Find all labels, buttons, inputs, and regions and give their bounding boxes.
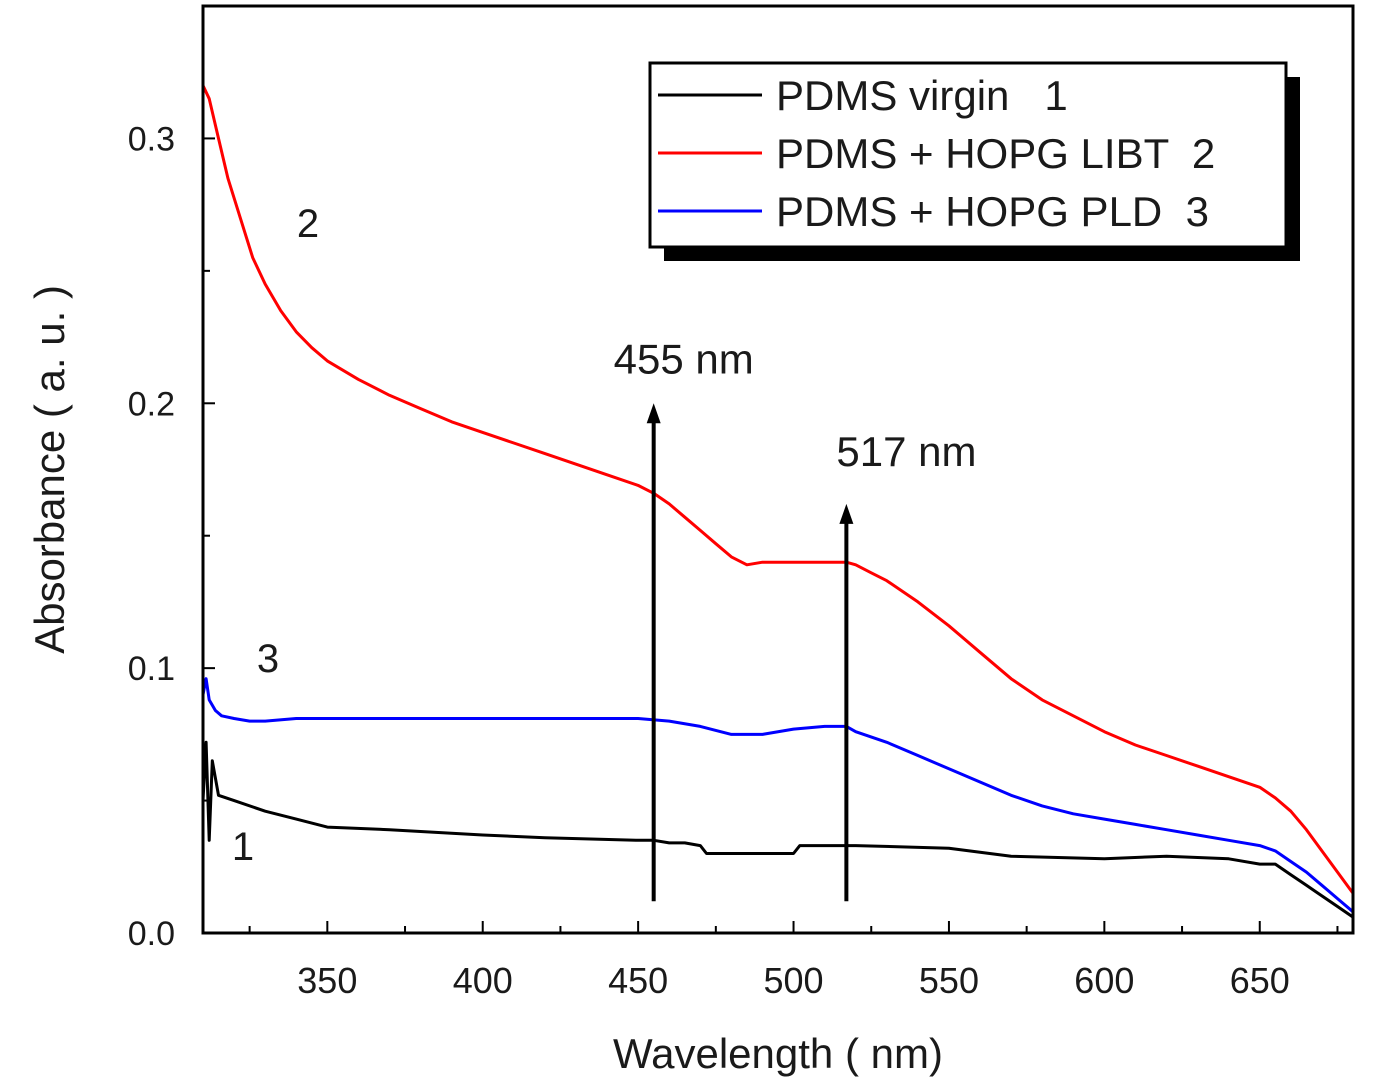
y-tick-label: 0.2 <box>128 385 175 423</box>
legend-entry-1: PDMS virgin 1 <box>776 72 1068 119</box>
plot-marks: 1 2 3 455 nm 517 nm <box>201 84 1355 919</box>
x-tick-label: 650 <box>1230 960 1290 1001</box>
x-tick-label: 600 <box>1074 960 1134 1001</box>
series-line-1 <box>201 740 1354 919</box>
legend-entry-3: PDMS + HOPG PLD 3 <box>776 188 1209 235</box>
y-tick-label: 0.3 <box>128 120 175 158</box>
x-tick-label: 450 <box>608 960 668 1001</box>
plot-frame <box>201 4 1355 935</box>
curve-label-1: 1 <box>232 825 254 869</box>
x-tick-label: 500 <box>764 960 824 1001</box>
curve-label-2: 2 <box>297 202 319 246</box>
annotation-arrow-head <box>646 403 661 424</box>
x-axis-title: Wavelength ( nm) <box>613 1030 943 1077</box>
legend: PDMS virgin 1 PDMS + HOPG LIBT 2 PDMS + HO… <box>648 61 1300 261</box>
axis-ticks: 350 400 450 500 550 600 650 0.0 0.1 0.2 0.3 <box>128 120 1339 1001</box>
y-tick-label: 0.0 <box>128 915 175 953</box>
legend-entry-2: PDMS + HOPG LIBT 2 <box>776 130 1215 177</box>
annotation-arrow-head <box>839 503 854 524</box>
x-tick-label: 550 <box>919 960 979 1001</box>
x-tick-label: 350 <box>297 960 357 1001</box>
series-line-3 <box>201 677 1354 913</box>
annotation-label: 517 nm <box>836 428 976 475</box>
curve-label-3: 3 <box>257 637 279 681</box>
series-line-2 <box>201 84 1355 895</box>
y-tick-label: 0.1 <box>128 650 175 688</box>
y-axis-title: Absorbance ( a. u. ) <box>26 285 73 654</box>
annotation-label: 455 nm <box>614 335 754 382</box>
x-tick-label: 400 <box>453 960 513 1001</box>
